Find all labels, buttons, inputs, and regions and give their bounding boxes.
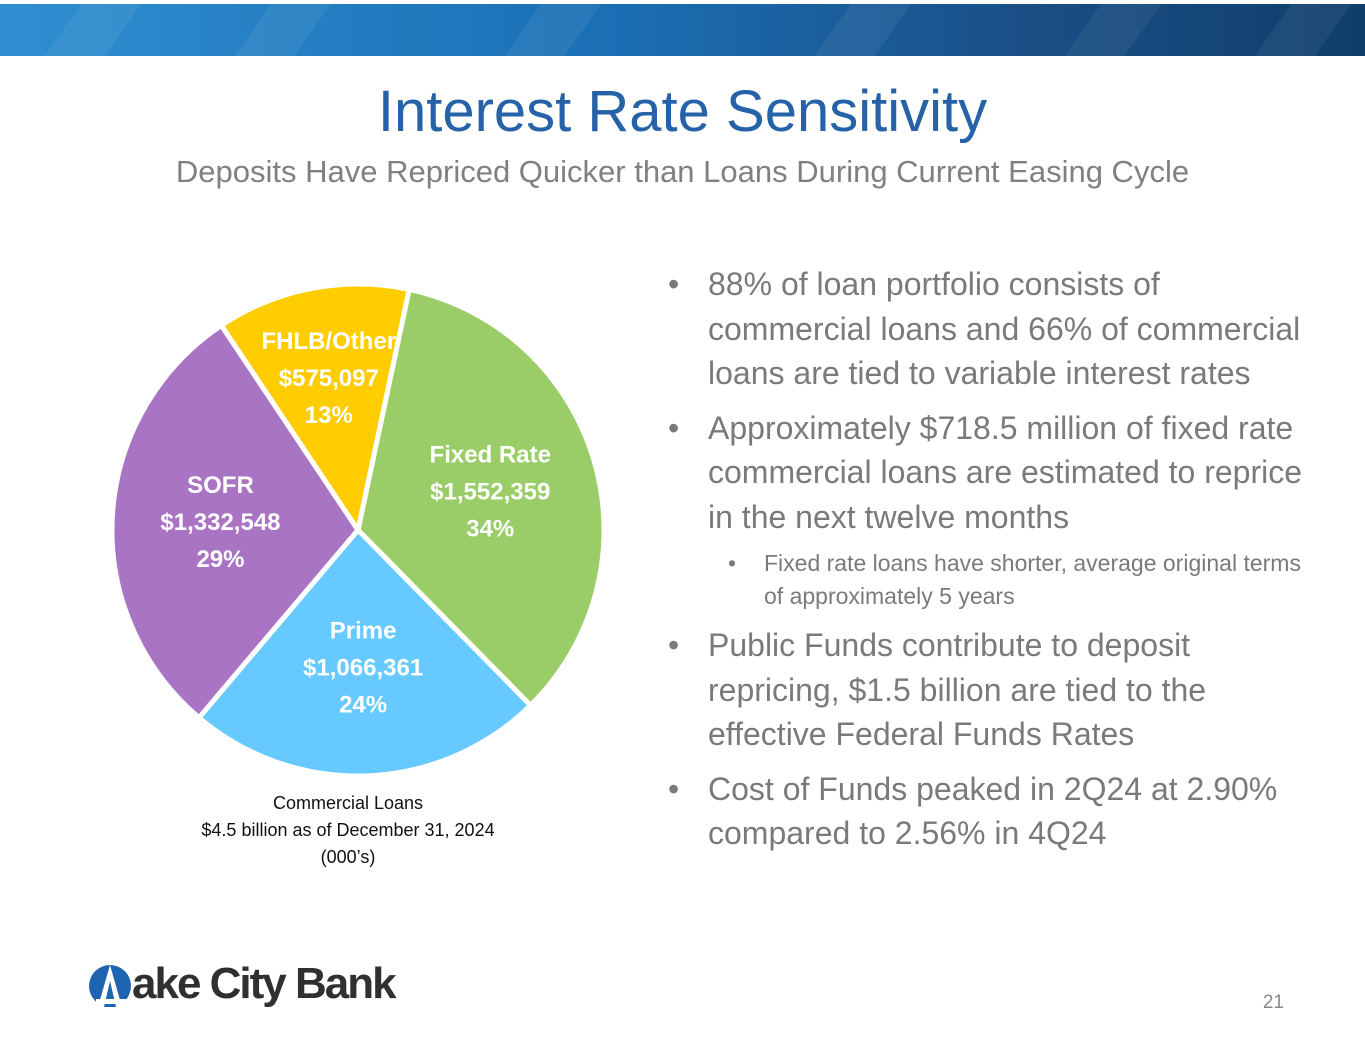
pie-label-value: $575,097 bbox=[279, 365, 379, 392]
pie-label-name: Fixed Rate bbox=[430, 441, 551, 468]
bullet-glyph: • bbox=[728, 550, 737, 576]
page-number: 21 bbox=[1262, 992, 1284, 1013]
bullet-text: 88% of loan portfolio consists of commer… bbox=[708, 266, 1301, 391]
pie-slice-prime bbox=[196, 527, 534, 779]
sub-bullet-item: • Fixed rate loans have shorter, average… bbox=[668, 547, 1308, 613]
pie-label-name: FHLB/Other bbox=[261, 328, 396, 355]
pie-label-name: SOFR bbox=[187, 472, 254, 499]
pie-label-value: $1,066,361 bbox=[303, 655, 423, 682]
bullet-text: Approximately $718.5 million of fixed ra… bbox=[708, 409, 1303, 535]
pie-slice-fixed-rate bbox=[355, 286, 607, 708]
pie-slice-sofr bbox=[109, 322, 361, 721]
lighthouse-logo-icon bbox=[89, 965, 134, 1007]
pie-label-name: Prime bbox=[330, 618, 397, 645]
bullet-item: • Cost of Funds peaked in 2Q24 at 2.90% … bbox=[668, 767, 1308, 856]
top-banner bbox=[0, 4, 1365, 56]
pie-label-percent: 34% bbox=[466, 515, 514, 542]
page-title: Interest Rate Sensitivity bbox=[377, 79, 988, 144]
sub-bullet-text: Fixed rate loans have shorter, average o… bbox=[764, 550, 1301, 609]
pie-label-percent: 29% bbox=[196, 546, 244, 573]
chart-caption-line: (000’s) bbox=[320, 847, 376, 867]
chart-caption: Commercial Loans $4.5 billion as of Dece… bbox=[148, 790, 548, 871]
pie-label-value: $1,552,359 bbox=[430, 478, 550, 505]
chart-caption-line: $4.5 billion as of December 31, 2024 bbox=[201, 820, 495, 840]
pie-slice-fhlb-other bbox=[218, 281, 412, 533]
lake-city-bank-logo: ake City Bank bbox=[88, 955, 418, 1017]
bullet-text: Cost of Funds peaked in 2Q24 at 2.90% co… bbox=[708, 770, 1278, 852]
chart-caption-line: Commercial Loans bbox=[272, 793, 424, 813]
bullet-text: Public Funds contribute to deposit repri… bbox=[708, 627, 1207, 752]
bullet-glyph: • bbox=[668, 409, 680, 446]
bullet-glyph: • bbox=[668, 627, 680, 663]
bullet-item: • 88% of loan portfolio consists of comm… bbox=[668, 262, 1308, 396]
bullet-item: • Public Funds contribute to deposit rep… bbox=[668, 623, 1308, 757]
logo-wordmark: ake City Bank bbox=[132, 959, 397, 1008]
bullet-glyph: • bbox=[668, 770, 680, 807]
page-subtitle: Deposits Have Repriced Quicker than Loan… bbox=[175, 154, 1190, 189]
bullet-item: • Approximately $718.5 million of fixed … bbox=[668, 406, 1308, 540]
bullet-glyph: • bbox=[668, 266, 680, 302]
bullet-list: • 88% of loan portfolio consists of comm… bbox=[668, 262, 1308, 866]
pie-chart: Fixed Rate $1,552,359 34% Prime $1,066,361 24… bbox=[109, 281, 607, 779]
pie-label-value: $1,332,548 bbox=[160, 509, 280, 536]
pie-label-percent: 24% bbox=[339, 692, 387, 719]
pie-label-percent: 13% bbox=[305, 402, 353, 429]
